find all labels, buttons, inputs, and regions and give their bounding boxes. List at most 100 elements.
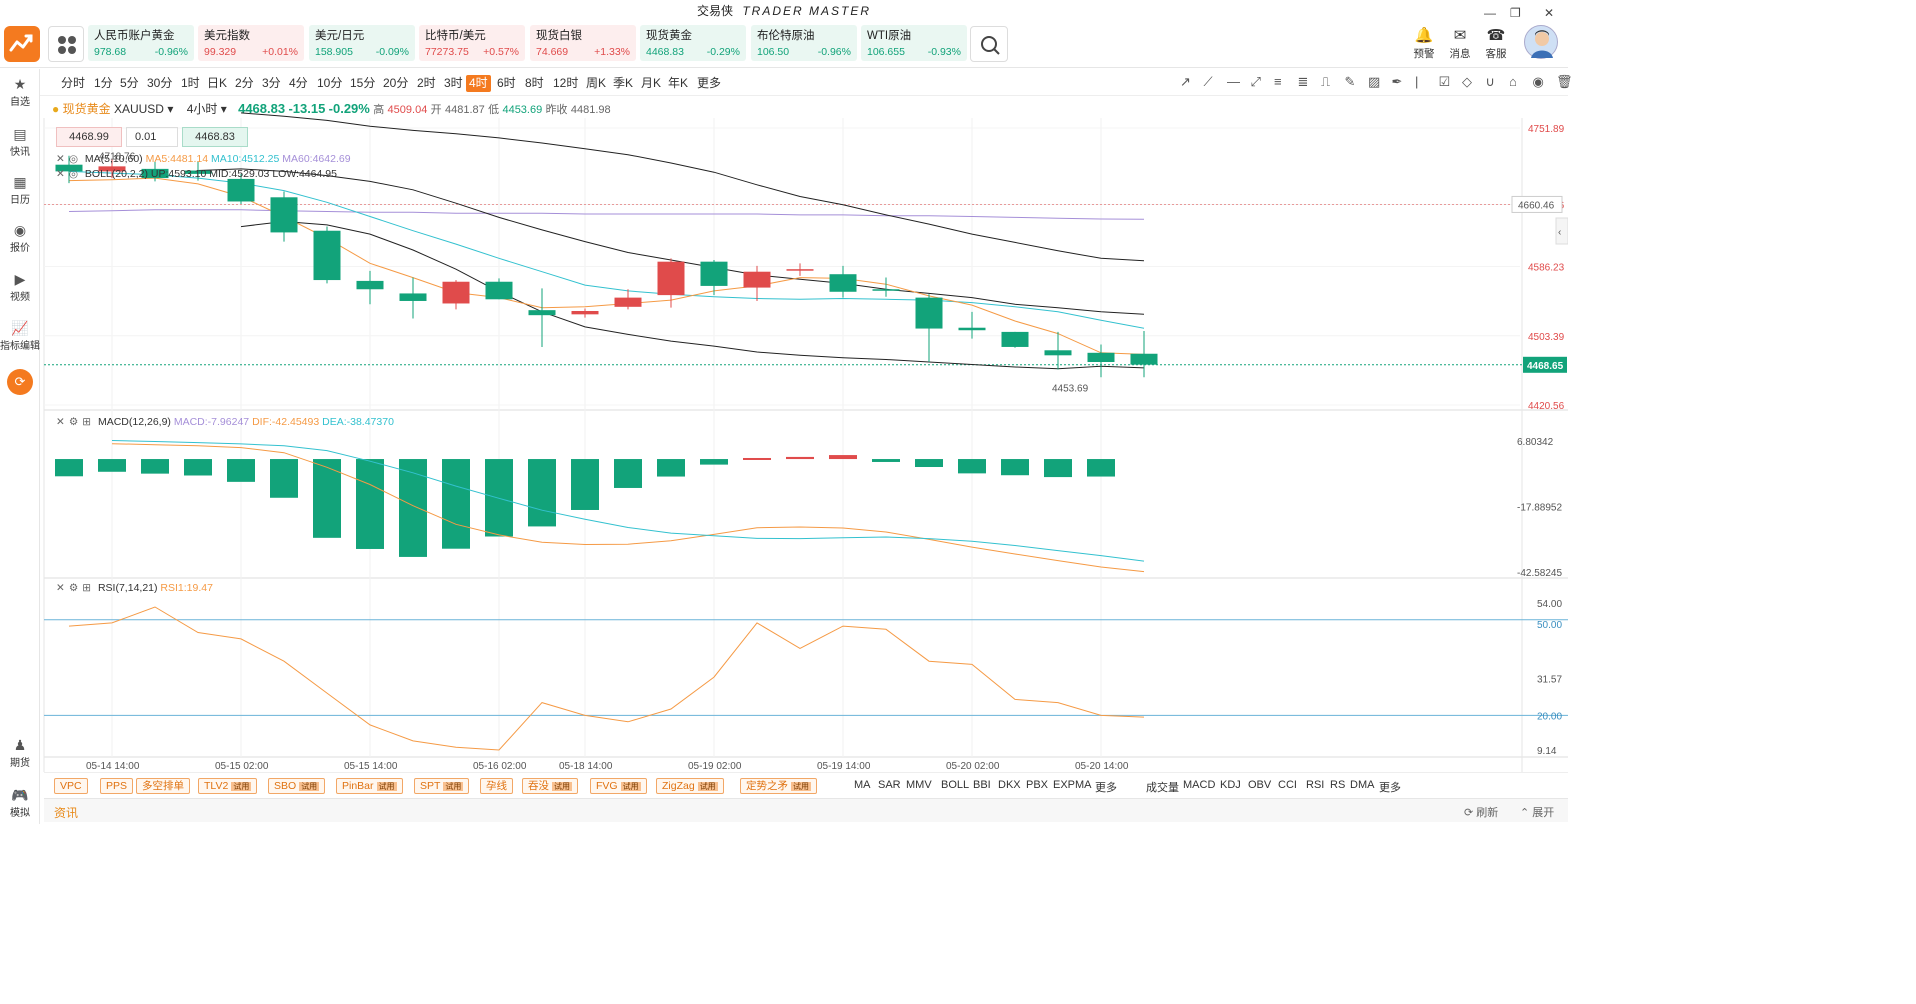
search-button[interactable] — [970, 26, 1008, 62]
main-indicator-tab[interactable]: PBX — [1026, 779, 1049, 791]
line-icon[interactable]: ⟋ — [1203, 74, 1213, 89]
quantity-stepper[interactable]: 0.01 — [126, 127, 178, 147]
indicator-button[interactable]: ZigZag 试用 — [656, 778, 724, 794]
eye-icon[interactable]: ◎ — [68, 153, 78, 165]
main-indicator-tab[interactable]: 更多 — [1095, 782, 1117, 794]
sell-button[interactable]: 4468.99 — [56, 127, 122, 147]
buy-button[interactable]: 4468.83 — [182, 127, 248, 147]
period-tab[interactable]: 5分 — [120, 76, 139, 90]
news-tab[interactable]: 资讯 — [54, 806, 79, 820]
minimize-button[interactable]: — — [1484, 6, 1496, 20]
ticker-card[interactable]: 美元/日元 158.905 -0.09% — [309, 25, 415, 61]
period-tab[interactable]: 20分 — [383, 76, 409, 90]
period-tab[interactable]: 4分 — [289, 76, 308, 90]
chart-area[interactable]: 4751.894660.464586.234503.394420.564660.… — [0, 0, 1568, 772]
expand-icon[interactable]: ⊞ — [82, 416, 92, 428]
ticker-card[interactable]: 比特币/美元 77273.75 +0.57% — [419, 25, 525, 61]
divider-icon[interactable]: | — [1415, 74, 1419, 89]
app-logo[interactable] — [4, 26, 40, 62]
main-indicator-tab[interactable]: MA — [854, 779, 871, 791]
sub-indicator-tab[interactable]: RSI — [1306, 779, 1325, 791]
magnet-icon[interactable]: ∪ — [1485, 74, 1496, 89]
instrument-name[interactable]: 现货黄金 — [62, 102, 111, 116]
arrow-icon[interactable]: ⤢ — [1250, 74, 1261, 89]
expand-icon[interactable]: ⊞ — [82, 582, 92, 594]
channel-icon[interactable]: ≡ — [1274, 74, 1282, 89]
period-select[interactable]: 4小时 — [186, 102, 218, 116]
indicator-button[interactable]: PPS — [100, 778, 134, 794]
main-indicator-tab[interactable]: DKX — [998, 779, 1021, 791]
sidebar-bottom-item-0[interactable]: ♟ 期货 — [0, 736, 40, 769]
indicator-button[interactable]: TLV2 试用 — [198, 778, 258, 794]
eye-icon[interactable]: ◎ — [68, 168, 78, 180]
period-tab[interactable]: 12时 — [553, 76, 579, 90]
indicator-button[interactable]: SPT 试用 — [414, 778, 470, 794]
indicator-button[interactable]: PinBar 试用 — [336, 778, 403, 794]
period-tab[interactable]: 周K — [586, 76, 607, 90]
image-icon[interactable]: ▨ — [1368, 74, 1381, 89]
app-grid-button[interactable] — [48, 26, 84, 62]
main-indicator-tab[interactable]: BOLL — [941, 779, 970, 791]
expand-button[interactable]: ⌃ 展开 — [1520, 807, 1555, 819]
close-icon[interactable]: ✕ — [56, 416, 65, 428]
eraser-icon[interactable]: ◇ — [1462, 74, 1472, 89]
trash-icon[interactable]: 🗑 — [1556, 74, 1573, 89]
period-tab[interactable]: 30分 — [147, 76, 173, 90]
sub-indicator-tab[interactable]: MACD — [1183, 779, 1216, 791]
close-icon[interactable]: ✕ — [56, 582, 65, 594]
refresh-button[interactable]: ⟳ 刷新 — [1464, 807, 1499, 819]
close-icon[interactable]: ✕ — [56, 153, 65, 165]
sub-indicator-tab[interactable]: DMA — [1350, 779, 1375, 791]
period-tab[interactable]: 6时 — [497, 76, 516, 90]
indicator-button[interactable]: 定势之矛 试用 — [740, 778, 817, 794]
main-indicator-tab[interactable]: EXPMA — [1053, 779, 1092, 791]
period-tab[interactable]: 日K — [207, 76, 228, 90]
sub-indicator-tab[interactable]: RS — [1330, 779, 1346, 791]
period-tab[interactable]: 8时 — [525, 76, 544, 90]
message-button[interactable]: ✉ 消息 — [1442, 26, 1478, 61]
period-tab[interactable]: 3分 — [262, 76, 281, 90]
sub-indicator-tab[interactable]: 成交量 — [1146, 782, 1179, 794]
service-button[interactable]: ☎ 客服 — [1478, 26, 1514, 61]
main-indicator-tab[interactable]: SAR — [878, 779, 901, 791]
settings-icon[interactable]: ⚙ — [68, 582, 79, 594]
checkbox-icon[interactable]: ☑ — [1438, 74, 1451, 89]
ray-icon[interactable]: ↗ — [1180, 74, 1191, 89]
indicator-button[interactable]: 吞没 试用 — [522, 778, 578, 794]
period-tab[interactable]: 2分 — [235, 76, 254, 90]
period-tab[interactable]: 月K — [641, 76, 662, 90]
indicator-button[interactable]: 多空排单 — [136, 778, 190, 794]
period-tab[interactable]: 4时 — [466, 75, 491, 92]
eye-icon[interactable]: ◉ — [1532, 74, 1544, 89]
ticker-card[interactable]: 人民币账户黄金 978.68 -0.96% — [88, 25, 194, 61]
period-tab[interactable]: 1时 — [181, 76, 200, 90]
indicator-button[interactable]: SBO 试用 — [268, 778, 326, 794]
ticker-card[interactable]: 美元指数 99.329 +0.01% — [198, 25, 304, 61]
sidebar-item-2[interactable]: ▦ 日历 — [0, 173, 40, 206]
sidebar-item-6[interactable]: ⟳ — [0, 367, 40, 397]
sub-indicator-tab[interactable]: CCI — [1278, 779, 1297, 791]
period-tab[interactable]: 10分 — [317, 76, 343, 90]
collapse-panel-button[interactable] — [1555, 217, 1568, 245]
period-tab[interactable]: 季K — [613, 76, 634, 90]
avatar[interactable] — [1524, 25, 1558, 59]
indicator-button[interactable]: 孕线 — [480, 778, 513, 794]
sub-indicator-tab[interactable]: 更多 — [1379, 782, 1401, 794]
chevron-down-icon[interactable]: ▾ — [220, 102, 227, 116]
hline-icon[interactable]: — — [1227, 74, 1240, 89]
alert-button[interactable]: 🔔 预警 — [1406, 26, 1442, 61]
chevron-down-icon[interactable]: ▾ — [167, 102, 174, 116]
brush-icon[interactable]: ✒ — [1391, 74, 1403, 89]
sub-indicator-tab[interactable]: OBV — [1248, 779, 1272, 791]
indicator-button[interactable]: FVG 试用 — [590, 778, 647, 794]
period-tab[interactable]: 15分 — [350, 76, 376, 90]
restore-button[interactable]: ❐ — [1510, 6, 1521, 20]
main-indicator-tab[interactable]: MMV — [906, 779, 932, 791]
indicator-button[interactable]: VPC — [54, 778, 88, 794]
close-icon[interactable]: ✕ — [56, 168, 65, 180]
sidebar-item-5[interactable]: 📈 指标编辑 — [0, 319, 40, 352]
period-tab[interactable]: 年K — [668, 76, 689, 90]
period-tab[interactable]: 3时 — [444, 76, 463, 90]
lock-icon[interactable]: ⌂ — [1509, 74, 1517, 89]
ticker-card[interactable]: 布伦特原油 106.50 -0.96% — [751, 25, 857, 61]
